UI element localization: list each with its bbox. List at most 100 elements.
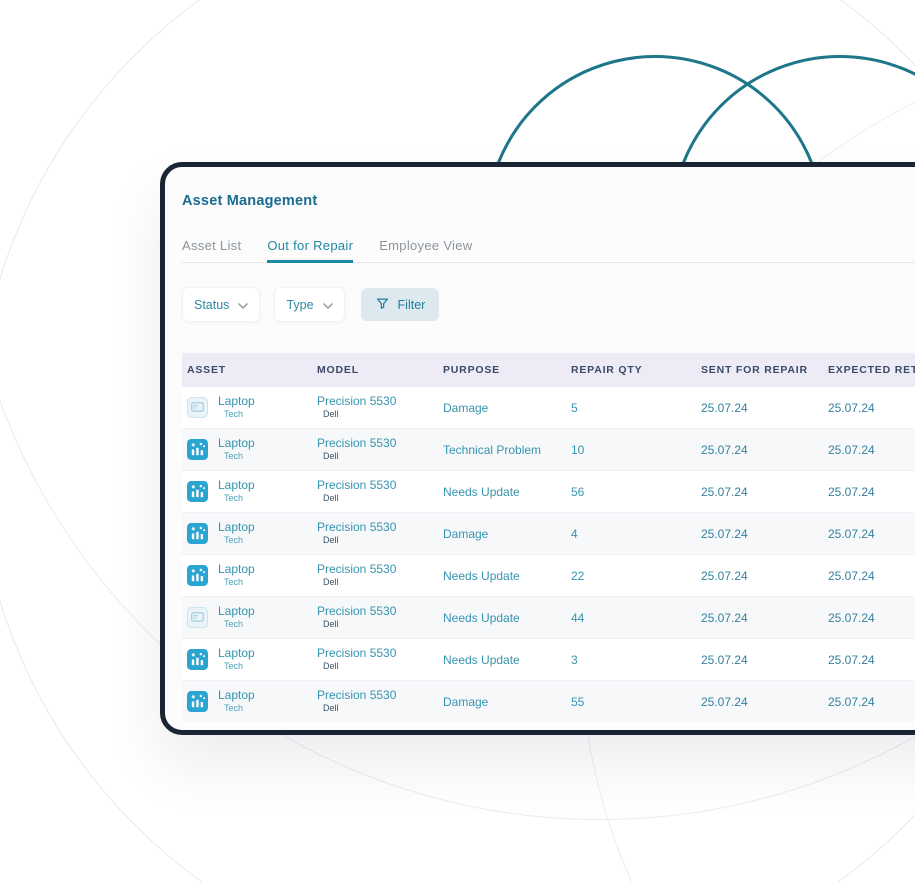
asset-cell: Laptop Tech bbox=[182, 689, 312, 713]
tab-employee-view[interactable]: Employee View bbox=[379, 238, 473, 253]
table-row[interactable]: Laptop Tech Precision 5530 Dell Damage 5… bbox=[182, 387, 915, 428]
model-cell: Precision 5530 Dell bbox=[312, 604, 438, 630]
sent-for-repair-cell: 25.07.24 bbox=[701, 568, 748, 583]
column-header-asset: ASSET bbox=[187, 364, 227, 376]
model-brand: Dell bbox=[323, 535, 339, 546]
repair-qty-cell: 22 bbox=[571, 568, 585, 583]
expected-return-cell: 25.07.24 bbox=[828, 694, 875, 709]
model-name: Precision 5530 bbox=[317, 520, 397, 535]
tab-bar: Asset List Out for Repair Employee View bbox=[182, 238, 915, 263]
asset-management-card: Asset Management Asset List Out for Repa… bbox=[160, 162, 915, 735]
asset-name: Laptop bbox=[218, 646, 255, 661]
expected-return-cell: 25.07.24 bbox=[828, 652, 875, 667]
table-row[interactable]: Laptop Tech Precision 5530 Dell Needs Up… bbox=[182, 596, 915, 638]
column-header-sent-for-repair: SENT FOR REPAIR bbox=[701, 364, 808, 376]
sent-for-repair-cell: 25.07.24 bbox=[701, 484, 748, 499]
model-cell: Precision 5530 Dell bbox=[312, 520, 438, 546]
column-header-repair-qty: REPAIR QTY bbox=[571, 364, 643, 376]
repair-qty-cell: 5 bbox=[571, 400, 578, 415]
model-cell: Precision 5530 Dell bbox=[312, 395, 438, 420]
model-brand: Dell bbox=[323, 451, 339, 462]
repair-qty-cell: 55 bbox=[571, 694, 585, 709]
repair-qty-cell: 3 bbox=[571, 652, 578, 667]
sent-for-repair-cell: 25.07.24 bbox=[701, 610, 748, 625]
asset-cell: Laptop Tech bbox=[182, 395, 312, 419]
table-row[interactable]: Laptop Tech Precision 5530 Dell Technica… bbox=[182, 428, 915, 470]
expected-return-cell: 25.07.24 bbox=[828, 568, 875, 583]
status-dropdown[interactable]: Status bbox=[182, 287, 261, 322]
table-row[interactable]: Laptop Tech Precision 5530 Dell Needs Up… bbox=[182, 554, 915, 596]
filter-button-label: Filter bbox=[397, 297, 426, 312]
asset-cell: Laptop Tech bbox=[182, 521, 312, 545]
asset-category: Tech bbox=[224, 577, 244, 588]
sent-for-repair-cell: 25.07.24 bbox=[701, 442, 748, 457]
model-brand: Dell bbox=[323, 409, 339, 420]
table-header-row: ASSET MODEL PURPOSE REPAIR QTY SENT FOR … bbox=[182, 353, 915, 387]
expected-return-cell: 25.07.24 bbox=[828, 442, 875, 457]
asset-name: Laptop bbox=[218, 478, 255, 493]
asset-cell: Laptop Tech bbox=[182, 605, 312, 629]
model-name: Precision 5530 bbox=[317, 604, 397, 619]
device-photo-solid-icon bbox=[187, 564, 208, 586]
model-name: Precision 5530 bbox=[317, 646, 397, 661]
asset-category: Tech bbox=[224, 661, 244, 672]
model-brand: Dell bbox=[323, 661, 339, 672]
filter-bar: Status Type Filter bbox=[182, 287, 915, 322]
model-cell: Precision 5530 Dell bbox=[312, 646, 438, 672]
repair-qty-cell: 56 bbox=[571, 484, 585, 499]
device-photo-solid-icon bbox=[187, 438, 208, 460]
purpose-cell: Damage bbox=[443, 526, 489, 541]
model-brand: Dell bbox=[323, 703, 339, 714]
asset-category: Tech bbox=[224, 493, 244, 504]
model-name: Precision 5530 bbox=[317, 562, 397, 577]
asset-name: Laptop bbox=[218, 688, 255, 703]
model-name: Precision 5530 bbox=[317, 688, 397, 703]
sent-for-repair-cell: 25.07.24 bbox=[701, 694, 748, 709]
device-photo-light-icon bbox=[187, 396, 208, 418]
asset-name: Laptop bbox=[218, 604, 255, 619]
model-cell: Precision 5530 Dell bbox=[312, 478, 438, 504]
sent-for-repair-cell: 25.07.24 bbox=[701, 400, 748, 415]
model-brand: Dell bbox=[323, 577, 339, 588]
purpose-cell: Damage bbox=[443, 400, 489, 415]
asset-cell: Laptop Tech bbox=[182, 437, 312, 461]
expected-return-cell: 25.07.24 bbox=[828, 484, 875, 499]
column-header-model: MODEL bbox=[317, 364, 359, 376]
table-row[interactable]: Laptop Tech Precision 5530 Dell Damage 4… bbox=[182, 512, 915, 554]
model-brand: Dell bbox=[323, 493, 339, 504]
tab-asset-list[interactable]: Asset List bbox=[182, 238, 242, 253]
table-body: Laptop Tech Precision 5530 Dell Damage 5… bbox=[182, 387, 915, 722]
purpose-cell: Needs Update bbox=[443, 568, 520, 583]
asset-category: Tech bbox=[224, 703, 244, 714]
tab-out-for-repair[interactable]: Out for Repair bbox=[267, 238, 354, 263]
asset-name: Laptop bbox=[218, 520, 255, 535]
table-row[interactable]: Laptop Tech Precision 5530 Dell Needs Up… bbox=[182, 470, 915, 512]
model-cell: Precision 5530 Dell bbox=[312, 688, 438, 714]
sent-for-repair-cell: 25.07.24 bbox=[701, 652, 748, 667]
asset-category: Tech bbox=[224, 451, 244, 462]
device-photo-solid-icon bbox=[187, 690, 208, 712]
asset-cell: Laptop Tech bbox=[182, 647, 312, 671]
repair-qty-cell: 10 bbox=[571, 442, 585, 457]
chevron-down-icon bbox=[238, 298, 249, 312]
purpose-cell: Technical Problem bbox=[443, 442, 542, 457]
status-dropdown-label: Status bbox=[194, 297, 230, 312]
asset-cell: Laptop Tech bbox=[182, 479, 312, 503]
table-row[interactable]: Laptop Tech Precision 5530 Dell Damage 5… bbox=[182, 680, 915, 722]
filter-button[interactable]: Filter bbox=[360, 288, 440, 321]
type-dropdown[interactable]: Type bbox=[274, 287, 345, 322]
model-name: Precision 5530 bbox=[317, 436, 397, 451]
funnel-icon bbox=[375, 296, 390, 314]
asset-category: Tech bbox=[224, 535, 244, 546]
asset-category: Tech bbox=[224, 619, 244, 630]
repair-table: ASSET MODEL PURPOSE REPAIR QTY SENT FOR … bbox=[182, 353, 915, 722]
purpose-cell: Needs Update bbox=[443, 652, 520, 667]
expected-return-cell: 25.07.24 bbox=[828, 526, 875, 541]
model-name: Precision 5530 bbox=[317, 478, 397, 493]
asset-name: Laptop bbox=[218, 394, 255, 409]
asset-category: Tech bbox=[224, 409, 244, 420]
column-header-expected-return: EXPECTED RETURN bbox=[828, 364, 915, 376]
chevron-down-icon bbox=[322, 298, 333, 312]
sent-for-repair-cell: 25.07.24 bbox=[701, 526, 748, 541]
table-row[interactable]: Laptop Tech Precision 5530 Dell Needs Up… bbox=[182, 638, 915, 680]
